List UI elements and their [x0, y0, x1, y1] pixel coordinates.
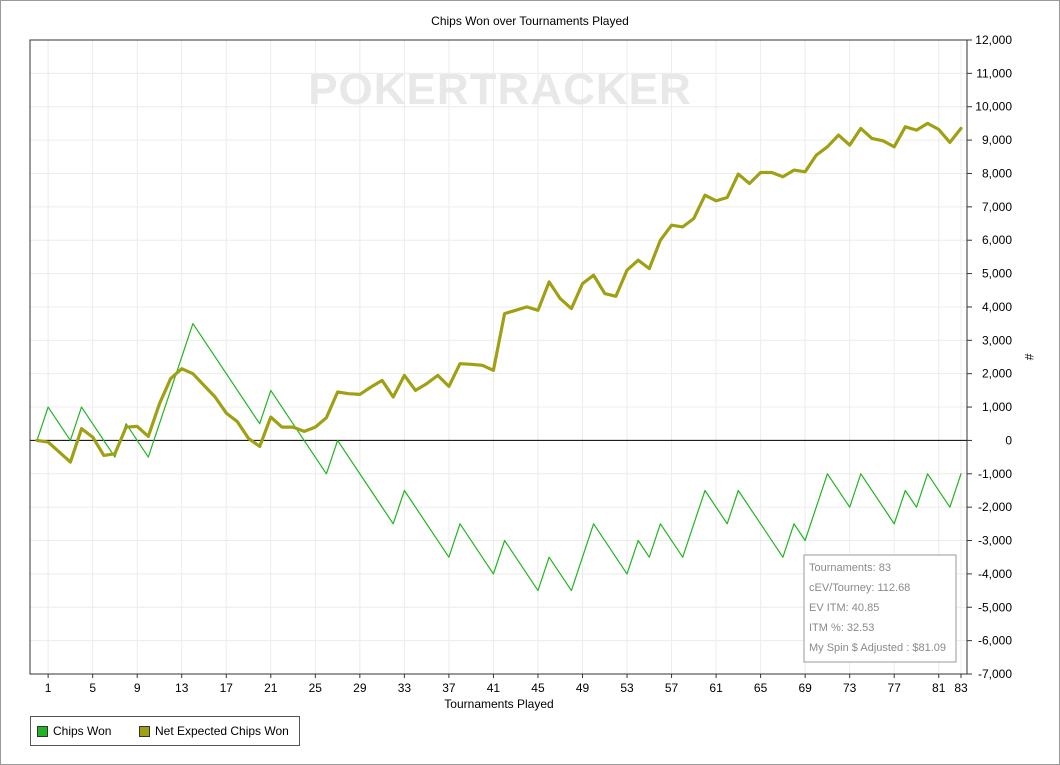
- y-tick-label: 12,000: [975, 33, 1012, 47]
- watermark-logo: POKERTRACKER: [308, 65, 692, 114]
- y-tick-label: 7,000: [982, 200, 1012, 214]
- y-tick-label: 2,000: [982, 367, 1012, 381]
- x-tick-label: 65: [754, 681, 768, 695]
- y-tick-label: -3,000: [978, 534, 1012, 548]
- x-tick-label: 77: [888, 681, 902, 695]
- x-tick-label: 53: [620, 681, 634, 695]
- x-tick-label: 1: [45, 681, 52, 695]
- series-line-net-expected-chips-won: [35, 121, 963, 464]
- y-tick-label: -6,000: [978, 634, 1012, 648]
- info-cev-tourney: cEV/Tourney: 112.68: [809, 582, 910, 594]
- info-my-spin-adjusted: My Spin $ Adjusted : $81.09: [809, 642, 946, 654]
- x-tick-label: 81: [932, 681, 946, 695]
- x-tick-label: 57: [665, 681, 679, 695]
- y-tick-label: -7,000: [978, 667, 1012, 681]
- x-tick-label: 9: [134, 681, 141, 695]
- x-axis-label: Tournaments Played: [444, 697, 554, 711]
- x-tick-label: 25: [309, 681, 323, 695]
- x-tick-label: 69: [798, 681, 812, 695]
- plot-area-border: [29, 39, 968, 675]
- x-tick-label: 41: [487, 681, 501, 695]
- legend-item-net-expected[interactable]: Net Expected Chips Won: [139, 724, 289, 738]
- chart-title: Chips Won over Tournaments Played: [431, 14, 629, 28]
- info-itm-pct: ITM %: 32.53: [809, 622, 874, 634]
- chart-legend: Chips Won Net Expected Chips Won: [30, 716, 300, 746]
- x-tick-label: 5: [89, 681, 96, 695]
- y-tick-label: 8,000: [982, 166, 1012, 180]
- x-tick-label: 33: [398, 681, 412, 695]
- x-tick-label: 73: [843, 681, 857, 695]
- x-tick-label: 13: [175, 681, 189, 695]
- x-tick-label: 83: [954, 681, 968, 695]
- legend-item-chips-won[interactable]: Chips Won: [37, 724, 111, 738]
- y-tick-label: -5,000: [978, 600, 1012, 614]
- x-tick-label: 49: [576, 681, 590, 695]
- x-tick-label: 37: [442, 681, 456, 695]
- x-tick-label: 61: [709, 681, 723, 695]
- y-tick-label: 4,000: [982, 300, 1012, 314]
- stats-info-box: Tournaments: 83 cEV/Tourney: 112.68 EV I…: [803, 554, 957, 663]
- y-axis-label: #: [1022, 354, 1036, 361]
- y-tick-label: 1,000: [982, 400, 1012, 414]
- legend-swatch-chips-won: [37, 725, 48, 737]
- info-tournaments: Tournaments: 83: [809, 562, 891, 574]
- info-ev-itm: EV ITM: 40.85: [809, 602, 879, 614]
- y-tick-label: -1,000: [978, 467, 1012, 481]
- legend-swatch-net-expected: [139, 725, 150, 737]
- legend-label: Net Expected Chips Won: [155, 724, 289, 738]
- x-tick-label: 17: [220, 681, 234, 695]
- y-tick-label: -2,000: [978, 500, 1012, 514]
- x-tick-label: 21: [264, 681, 278, 695]
- y-tick-label: 6,000: [982, 233, 1012, 247]
- x-tick-label: 45: [531, 681, 545, 695]
- series-lines: [35, 121, 963, 592]
- axis-ticks: -7,000 -6,000 -5,000 -4,000 -3,000 -2,000 -1,0…: [45, 33, 1013, 695]
- y-tick-label: 3,000: [982, 333, 1012, 347]
- y-tick-label: 11,000: [976, 66, 1012, 80]
- y-tick-label: 9,000: [982, 133, 1012, 147]
- y-tick-label: 5,000: [982, 267, 1012, 281]
- y-tick-label: 10,000: [975, 100, 1012, 114]
- legend-label: Chips Won: [53, 724, 112, 738]
- y-tick-label: -4,000: [978, 567, 1012, 581]
- series-line-chips-won: [36, 323, 962, 592]
- x-tick-label: 29: [353, 681, 367, 695]
- y-tick-label: 0: [1005, 433, 1012, 447]
